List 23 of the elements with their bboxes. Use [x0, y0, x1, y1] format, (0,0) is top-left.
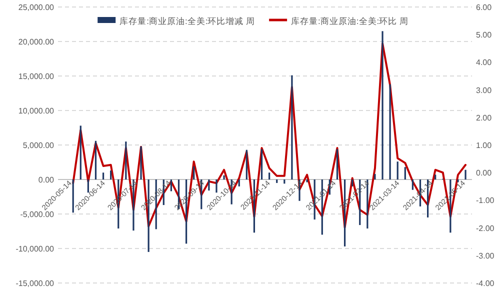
y2-tick-label: 0.00	[476, 168, 492, 178]
y-tick-label: -15,000.00	[16, 279, 55, 288]
y2-tick-label: 2.00	[476, 113, 492, 122]
y2-tick-label: 5.00	[476, 30, 492, 40]
legend-label: 库存量:商业原油:全美:环比 周	[291, 16, 409, 26]
y-tick-label: 0.00	[38, 176, 55, 184]
y-tick-label: 5,000.00	[22, 141, 55, 150]
y2-tick-label: -4.00	[476, 279, 495, 288]
y2-tick-label: 4.00	[476, 58, 492, 68]
y2-tick-label: -1.00	[476, 196, 495, 206]
y2-tick-label: 3.00	[476, 86, 492, 95]
y-tick-label: 15,000.00	[18, 72, 55, 81]
legend-label: 库存量:商业原油:全美:环比增减 周	[120, 16, 256, 26]
y-tick-label: 10,000.00	[18, 106, 55, 116]
y-tick-label: 25,000.00	[18, 3, 55, 12]
y2-tick-label: 6.00	[476, 3, 492, 12]
y2-tick-label: -3.00	[476, 251, 495, 260]
line-series	[72, 42, 467, 229]
y2-tick-label: 1.00	[476, 141, 492, 150]
y-tick-label: 20,000.00	[18, 38, 55, 46]
y-tick-label: -10,000.00	[16, 244, 55, 254]
y-tick-label: -5,000.00	[20, 210, 55, 219]
y2-tick-label: -2.00	[476, 224, 495, 233]
